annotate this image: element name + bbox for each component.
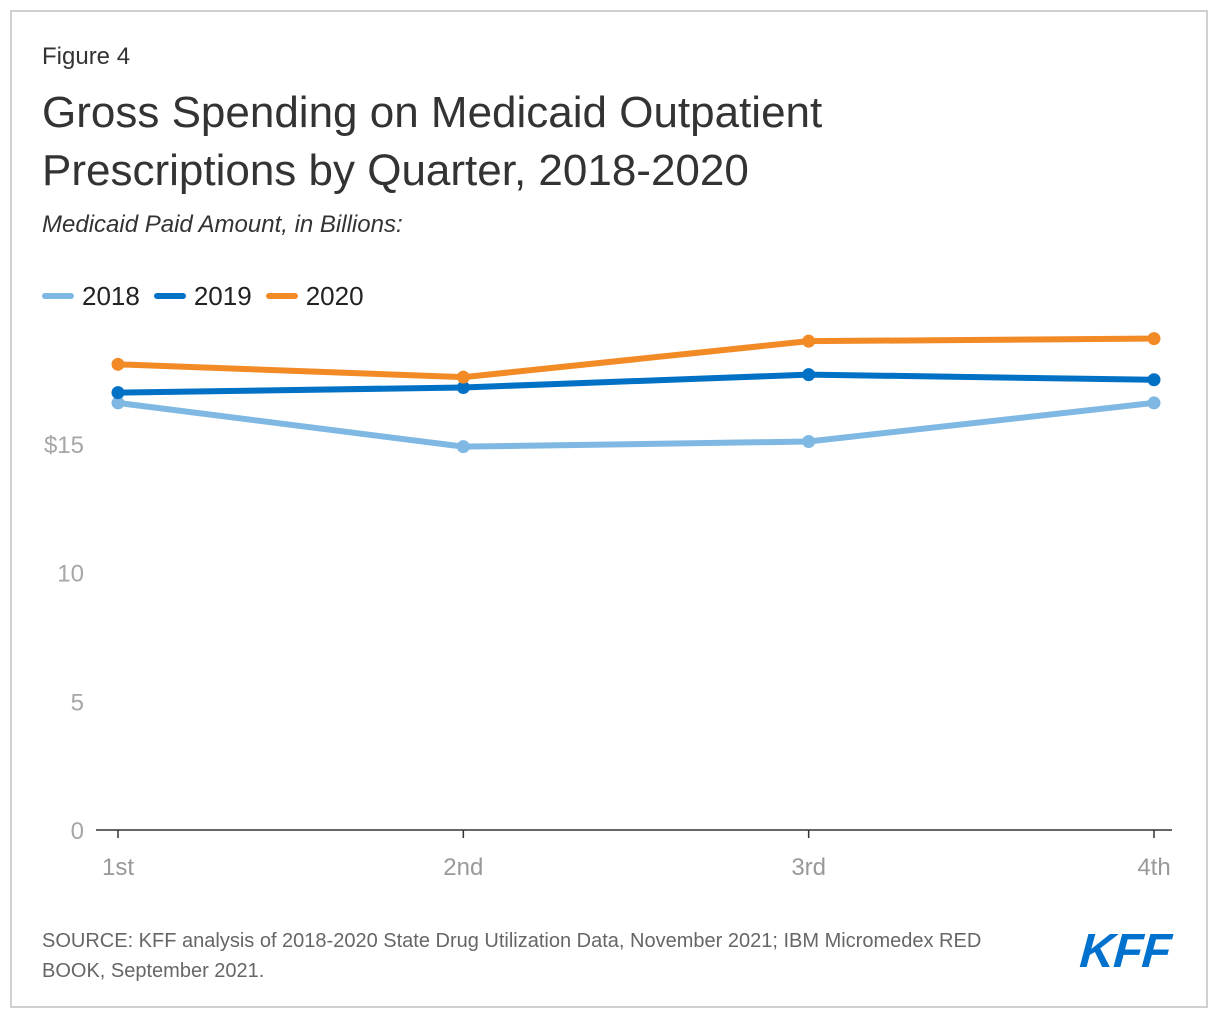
legend-label-2020: 2020 [305, 280, 364, 311]
source-note: SOURCE: KFF analysis of 2018-2020 State … [42, 930, 982, 982]
legend-label-2019: 2019 [193, 280, 252, 311]
legend-swatch-2018 [42, 293, 74, 299]
series-line-2018 [115, 399, 1157, 450]
data-point-2018-2nd [456, 440, 470, 454]
data-point-2020-2nd [456, 370, 470, 384]
figure-frame [10, 10, 1208, 1008]
chart-subtitle: Medicaid Paid Amount, in Billions: [42, 211, 403, 238]
chart-title: Gross Spending on Medicaid Outpatient Pr… [42, 88, 823, 195]
y-tick-label-15: $15 [44, 432, 84, 459]
data-point-2018-3rd [802, 435, 816, 449]
legend-label-2018: 2018 [82, 280, 140, 311]
y-tick-label-10: 10 [57, 561, 84, 588]
data-point-2018-1st [111, 396, 125, 410]
data-point-2018-4th [1147, 396, 1161, 410]
data-point-2020-3rd [802, 334, 816, 348]
y-tick-label-5: 5 [71, 689, 84, 716]
legend-item-2020[interactable]: 2020 [265, 280, 364, 312]
data-point-2019-4th [1147, 373, 1161, 387]
data-point-2019-2nd [456, 380, 470, 394]
x-tick-label-1st: 1st [102, 854, 134, 881]
series-line-2019 [115, 371, 1157, 396]
data-point-2020-1st [111, 357, 125, 371]
legend-item-2018[interactable]: 2018 [42, 281, 140, 312]
x-tick-label-4th: 4th [1137, 854, 1170, 881]
x-tick-label-2nd: 2nd [443, 854, 483, 881]
series-line-2020 [115, 335, 1157, 381]
y-tick-label-0: 0 [71, 818, 84, 845]
x-tick-label-3rd: 3rd [791, 854, 826, 881]
legend: 2018 2019 2020 [42, 280, 378, 312]
data-point-2019-1st [111, 386, 125, 400]
legend-swatch-2019 [153, 293, 186, 299]
legend-swatch-2020 [265, 293, 298, 299]
data-point-2020-4th [1147, 332, 1161, 346]
kff-logo: KFF [1078, 925, 1173, 978]
figure-label: Figure 4 [42, 43, 131, 70]
legend-item-2019[interactable]: 2019 [153, 280, 252, 312]
data-point-2019-3rd [802, 368, 816, 382]
